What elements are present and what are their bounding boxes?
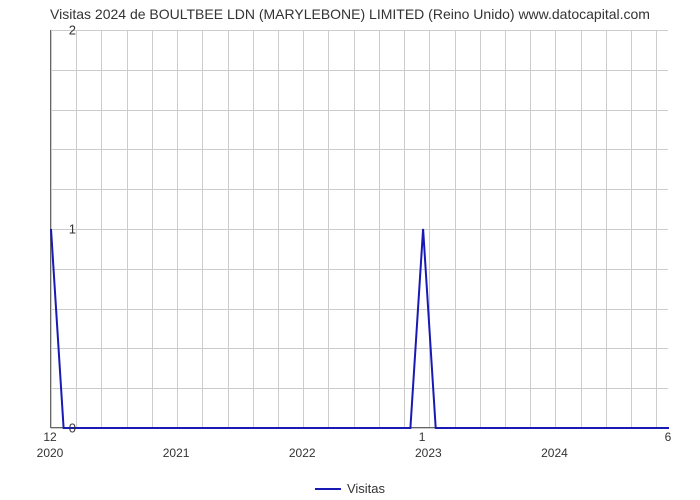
x-tick-label: 2022	[289, 446, 316, 460]
x-value-label: 6	[665, 430, 672, 444]
chart-title: Visitas 2024 de BOULTBEE LDN (MARYLEBONE…	[0, 6, 700, 22]
x-tick-label: 2023	[415, 446, 442, 460]
legend: Visitas	[315, 481, 385, 496]
x-tick-label: 2020	[37, 446, 64, 460]
y-tick-label: 2	[46, 23, 76, 38]
x-value-label: 12	[43, 430, 56, 444]
legend-label: Visitas	[347, 481, 385, 496]
line-series	[51, 30, 668, 427]
x-tick-label: 2021	[163, 446, 190, 460]
x-value-label: 1	[419, 430, 426, 444]
x-tick-label: 2024	[541, 446, 568, 460]
y-tick-label: 1	[46, 222, 76, 237]
legend-swatch	[315, 488, 341, 490]
plot-area	[50, 30, 668, 428]
